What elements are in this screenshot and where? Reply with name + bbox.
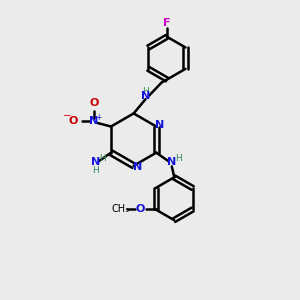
Text: H: H (99, 154, 106, 163)
Text: H: H (92, 166, 99, 175)
Text: N: N (133, 162, 142, 172)
Text: N: N (167, 158, 176, 167)
Text: N: N (155, 120, 164, 130)
Text: N: N (89, 116, 98, 126)
Text: CH₃: CH₃ (112, 204, 130, 214)
Text: O: O (136, 204, 145, 214)
Text: O: O (68, 116, 78, 126)
Text: O: O (89, 98, 98, 108)
Text: F: F (163, 18, 171, 28)
Text: N: N (141, 91, 150, 100)
Text: N: N (91, 158, 100, 167)
Text: +: + (95, 112, 101, 122)
Text: H: H (175, 154, 182, 163)
Text: −: − (63, 111, 71, 121)
Text: H: H (142, 87, 148, 96)
